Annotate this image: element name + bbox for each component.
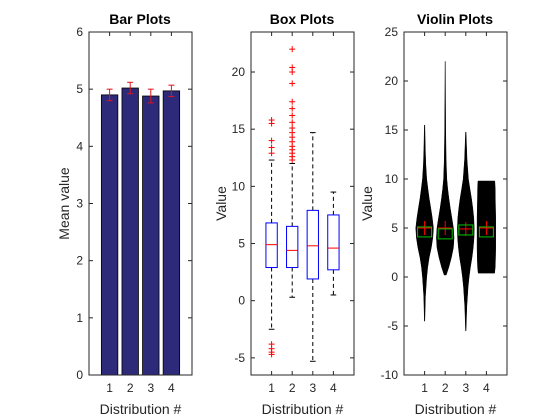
violin-median-box: [478, 226, 494, 238]
y-tick-label: 15: [232, 122, 246, 136]
violin-plot-ylabel: Value: [359, 186, 375, 221]
outlier-marker: [268, 144, 275, 151]
bar-plot-frame: [88, 31, 193, 376]
x-tick-label: 1: [421, 381, 428, 395]
outlier-marker: [268, 150, 275, 157]
bar: [142, 95, 160, 376]
box: [265, 222, 278, 269]
y-tick-label: 5: [238, 237, 245, 251]
violin-median-box: [437, 228, 453, 240]
y-tick-label: 0: [391, 270, 398, 284]
y-tick-label: 20: [232, 65, 246, 79]
x-tick-label: 2: [442, 381, 449, 395]
box: [327, 214, 340, 271]
outlier-marker: [289, 119, 296, 126]
outlier-marker: [289, 64, 296, 71]
y-tick-label: 6: [76, 25, 83, 39]
box-plot-title: Box Plots: [270, 11, 335, 27]
x-tick-label: 1: [268, 381, 275, 395]
outlier-marker: [268, 137, 275, 144]
bar: [121, 87, 139, 376]
violin-plot-xlabel: Distribution #: [415, 401, 497, 417]
outlier-marker: [289, 125, 296, 132]
y-tick-label: 10: [232, 179, 246, 193]
x-tick-label: 4: [483, 381, 490, 395]
box-plot-xlabel: Distribution #: [262, 401, 344, 417]
x-tick-label: 4: [168, 381, 175, 395]
violin-plot-panel: Violin Plots -10 -5 0 5 10 15 20 25 1 2 3 4 Distrib…: [359, 11, 508, 417]
box: [286, 225, 299, 269]
y-tick-label: 5: [76, 82, 83, 96]
box: [306, 209, 319, 280]
y-tick-label: 5: [391, 221, 398, 235]
x-tick-label: 4: [330, 381, 337, 395]
x-tick-label: 3: [462, 381, 469, 395]
y-tick-label: -10: [381, 368, 399, 382]
box-plot-area: [251, 32, 354, 375]
box-plot-ylabel: Value: [213, 186, 229, 221]
outlier-marker: [289, 112, 296, 119]
outlier-marker: [289, 46, 296, 53]
y-tick-label: 20: [385, 74, 399, 88]
y-tick-label: 10: [385, 172, 399, 186]
y-tick-label: 1: [76, 311, 83, 325]
outlier-marker: [289, 80, 296, 87]
bar-plot-ylabel: Mean value: [56, 167, 72, 240]
y-tick-label: 2: [76, 254, 83, 268]
y-tick-label: 0: [238, 294, 245, 308]
outlier-marker: [268, 117, 275, 124]
y-tick-label: 25: [385, 25, 399, 39]
x-tick-label: 3: [309, 381, 316, 395]
violin-plot-title: Violin Plots: [417, 11, 493, 27]
violin-plot-frame: [403, 31, 508, 376]
bar: [100, 94, 119, 376]
y-tick-label: -5: [234, 351, 245, 365]
y-tick-label: 3: [76, 197, 83, 211]
bar-plot-xlabel: Distribution #: [100, 401, 182, 417]
y-tick-label: 15: [385, 123, 399, 137]
bar: [162, 90, 181, 376]
y-tick-label: 0: [76, 368, 83, 382]
violin-median-box: [417, 226, 433, 238]
outlier-marker: [289, 105, 296, 112]
y-tick-label: -5: [387, 319, 398, 333]
violin-shape: [436, 61, 455, 276]
violin-median-box: [458, 224, 474, 236]
y-tick-label: 4: [76, 139, 83, 153]
x-tick-label: 3: [147, 381, 154, 395]
outlier-marker: [268, 351, 275, 358]
x-tick-label: 2: [127, 381, 134, 395]
x-tick-label: 2: [289, 381, 296, 395]
box-plot-frame: [250, 31, 355, 376]
bar-plot-title: Bar Plots: [109, 11, 171, 27]
x-tick-label: 1: [106, 381, 113, 395]
outlier-marker: [289, 98, 296, 105]
